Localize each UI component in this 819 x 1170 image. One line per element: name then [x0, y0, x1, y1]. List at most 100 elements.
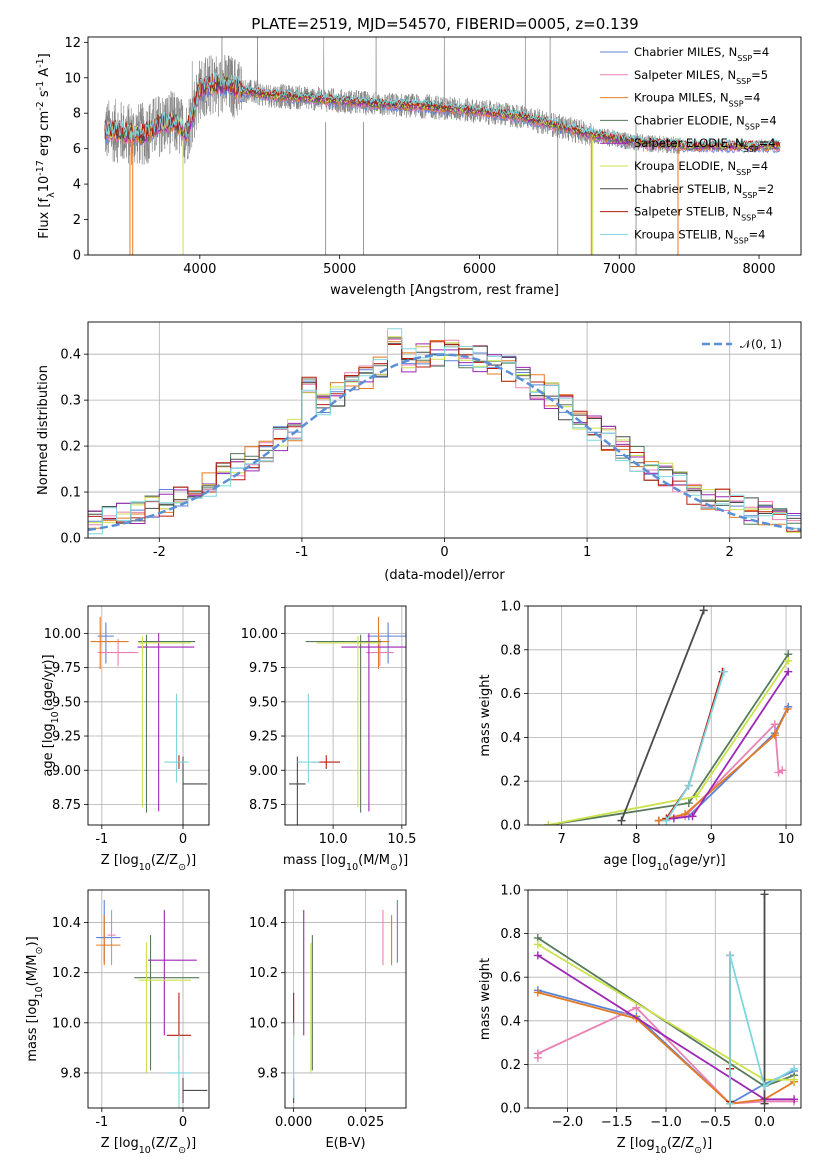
axes-frame [284, 889, 407, 1109]
y-tick-label: 0.3 [60, 394, 81, 409]
series-point-kroupa-miles [770, 731, 779, 740]
y-tick-label: 9.25 [52, 730, 81, 745]
axes-frame [87, 321, 802, 539]
series-point-salpeter-miles [533, 1049, 542, 1058]
figure-title: PLATE=2519, MJD=54570, FIBERID=0005, z=0… [251, 15, 638, 33]
y-tick-label: 0.0 [60, 532, 81, 547]
y-tick-label: 2 [73, 213, 81, 228]
x-tick-label: -1 [95, 1115, 108, 1130]
series-point-salpeter-miles [778, 766, 787, 775]
y-tick-label: 9.8 [257, 1066, 278, 1081]
y-tick-label: 0.4 [500, 1014, 521, 1029]
x-tick-label: −1.0 [650, 1115, 682, 1130]
x-tick-label: 7 [558, 832, 566, 847]
y-tick-label: 10.2 [249, 966, 278, 981]
x-axis-label: mass [log10(M/M⊙)] [283, 853, 408, 873]
x-tick-label: 10.0 [319, 832, 348, 847]
y-tick-label: 6 [73, 142, 81, 157]
series-point-kroupa-stelib [726, 1099, 735, 1108]
normal-curve [88, 353, 801, 532]
legend-label-chabrier-miles: Chabrier MILES, NSSP=4 [634, 45, 769, 63]
legend-label-salpeter-stelib: Salpeter STELIB, NSSP=4 [634, 205, 773, 223]
y-tick-label: 0.8 [500, 927, 521, 942]
y-tick-label: 0.2 [500, 1058, 521, 1073]
y-axis-label: Flux [fλ10-17 erg cm-2 s-1 A-1] [35, 53, 57, 238]
x-tick-label: −1.5 [601, 1115, 633, 1130]
legend-label-chabrier-elodie: Chabrier ELODIE, NSSP=4 [634, 113, 777, 130]
series-point-salpeter-elodie [784, 667, 793, 676]
x-tick-label: 0 [440, 545, 448, 560]
y-tick-label: 10.00 [241, 627, 278, 642]
y-tick-label: 9.75 [249, 661, 278, 676]
x-axis-label: E(B-V) [325, 1136, 365, 1151]
legend-label-chabrier-stelib: Chabrier STELIB, NSSP=2 [634, 182, 774, 200]
series-point-salpeter-miles [770, 720, 779, 729]
model-kroupa-stelib [104, 72, 781, 147]
series-point-salpeter-miles [632, 1003, 641, 1012]
legend-label-kroupa-stelib: Kroupa STELIB, NSSP=4 [634, 227, 765, 245]
series-point-kroupa-stelib [790, 1064, 799, 1073]
y-tick-label: 10.2 [52, 966, 81, 981]
x-tick-label: 7000 [603, 262, 636, 277]
axes-massweight-vs-Z: −2.0 −1.5 −1.0 −0.5 0.0 0.0 0.2 0.4 0.6 0.8 1.0 Z [… [478, 884, 802, 1156]
x-tick-label: 6000 [463, 262, 496, 277]
y-axis-label: mass weight [478, 958, 493, 1040]
series-point-kroupa-miles [654, 816, 663, 825]
axes-frame [87, 36, 802, 256]
y-axis-label: age [log10(age/yr)] [41, 654, 61, 776]
axes-massweight-vs-age: 7 8 9 10 0.0 0.2 0.4 0.6 0.8 1.0 age [log10(age/yr… [478, 600, 802, 873]
y-tick-label: 4 [73, 178, 81, 193]
y-tick-label: 8.75 [52, 798, 81, 813]
model-salpeter-stelib [104, 72, 781, 148]
y-tick-label: 1.0 [500, 600, 521, 615]
plot-area-age-vs-Z [90, 616, 208, 825]
y-tick-label: 1.0 [500, 884, 521, 899]
plot-area-mass-vs-ebv [293, 900, 398, 1103]
series-point-chabrier-stelib [617, 816, 626, 825]
axes-frame [87, 605, 210, 826]
y-axis-label: Normed distribution [36, 365, 51, 495]
x-tick-label: −0.5 [699, 1115, 731, 1130]
legend-label-salpeter-elodie: Salpeter ELODIE, NSSP=4 [634, 136, 776, 154]
y-tick-label: 9.00 [52, 764, 81, 779]
series-point-chabrier-stelib [760, 1099, 769, 1108]
y-tick-label: 0.0 [500, 819, 521, 834]
x-tick-label: −2.0 [552, 1115, 584, 1130]
y-tick-label: 10.0 [249, 1016, 278, 1031]
x-axis-label: wavelength [Angstrom, rest frame] [330, 283, 559, 298]
spectrum-legend: Chabrier MILES, NSSP=4 Salpeter MILES, NS… [600, 45, 777, 245]
series-point-kroupa-elodie [790, 1075, 799, 1084]
x-tick-label: 0 [179, 1115, 187, 1130]
series-point-salpeter-elodie [790, 1095, 799, 1104]
x-tick-label: 0.0 [754, 1115, 775, 1130]
y-tick-label: 8 [73, 107, 81, 122]
x-tick-label: 5000 [323, 262, 356, 277]
y-tick-label: 9.00 [249, 764, 278, 779]
axes-spectrum: 4000 5000 6000 7000 8000 0 2 4 6 8 10 12 wavelength … [35, 36, 802, 298]
y-tick-label: 0.2 [60, 440, 81, 455]
series-point-salpeter-elodie [533, 951, 542, 960]
plot-area-mass-vs-Z [96, 900, 208, 1108]
x-tick-label: 2 [726, 545, 734, 560]
axes-age-vs-mass: 10.0 10.5 8.75 9.00 9.25 9.50 9.75 10.00 mass [l… [241, 605, 416, 873]
series-point-kroupa-stelib [760, 1082, 769, 1091]
y-tick-label: 0.6 [500, 971, 521, 986]
series-point-kroupa-miles [783, 704, 792, 713]
y-tick-label: 0.4 [60, 348, 81, 363]
x-tick-label: 1 [583, 545, 591, 560]
plot-area-age-vs-mass [289, 616, 406, 825]
x-tick-label: 9 [707, 832, 715, 847]
y-tick-label: 0.8 [500, 643, 521, 658]
y-tick-label: 0.2 [500, 775, 521, 790]
y-tick-label: 0 [73, 249, 81, 264]
y-tick-label: 9.25 [249, 730, 278, 745]
y-axis-label: mass [log10(M/M⊙)] [25, 936, 45, 1061]
series-point-kroupa-stelib [719, 667, 728, 676]
axes-mass-vs-Z: -1 0 9.8 10.0 10.2 10.4 Z [log10(Z/Z⊙)] mass [l… [25, 889, 210, 1156]
series-point-salpeter-elodie [688, 812, 697, 821]
series-point-kroupa-stelib [726, 951, 735, 960]
x-tick-label: -1 [295, 545, 308, 560]
x-axis-label: (data-model)/error [384, 568, 505, 583]
